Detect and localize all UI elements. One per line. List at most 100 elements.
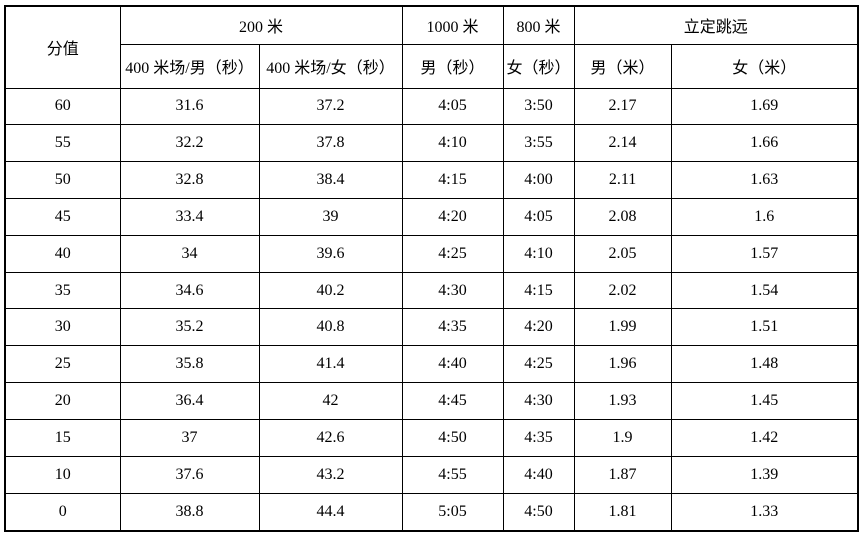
table-cell: 4:50 — [401, 418, 504, 457]
table-cell: 5:05 — [401, 492, 504, 532]
table-cell: 4:50 — [502, 492, 575, 532]
score-cell: 20 — [4, 382, 121, 420]
table-cell: 1.9 — [573, 418, 672, 457]
table-cell: 3:55 — [502, 124, 575, 163]
table-cell: 34 — [119, 234, 260, 273]
table-row: 10 37.6 43.2 4:55 4:40 1.87 1.39 — [4, 455, 859, 494]
table-row: 15 37 42.6 4:50 4:35 1.9 1.42 — [4, 418, 859, 457]
table-cell: 41.4 — [258, 345, 403, 384]
table-cell: 4:10 — [502, 234, 575, 273]
table-cell: 1.33 — [670, 492, 859, 532]
table-cell: 4:20 — [502, 308, 575, 347]
table-cell: 38.8 — [119, 492, 260, 532]
table-cell: 39 — [258, 197, 403, 236]
table-cell: 4:00 — [502, 161, 575, 199]
table-cell: 2.08 — [573, 197, 672, 236]
table-cell: 4:40 — [401, 345, 504, 384]
table-cell: 1.63 — [670, 161, 859, 199]
table-cell: 42.6 — [258, 418, 403, 457]
table-cell: 44.4 — [258, 492, 403, 532]
table-cell: 4:20 — [401, 197, 504, 236]
table-cell: 4:35 — [401, 308, 504, 347]
score-cell: 60 — [4, 87, 121, 126]
header-jump-female: 女（米） — [670, 43, 859, 89]
table-body: 60 31.6 37.2 4:05 3:50 2.17 1.69 55 32.2 37.8 4:10… — [4, 87, 859, 532]
table-cell: 4:30 — [401, 271, 504, 310]
table-cell: 1.45 — [670, 382, 859, 420]
table-cell: 35.2 — [119, 308, 260, 347]
score-cell: 15 — [4, 418, 121, 457]
table-cell: 32.8 — [119, 161, 260, 199]
table-cell: 3:50 — [502, 87, 575, 126]
score-cell: 45 — [4, 197, 121, 236]
table-cell: 1.93 — [573, 382, 672, 420]
table-cell: 38.4 — [258, 161, 403, 199]
table-cell: 2.02 — [573, 271, 672, 310]
table-row: 0 38.8 44.4 5:05 4:50 1.81 1.33 — [4, 492, 859, 532]
header-1000m-male: 男（秒） — [401, 43, 504, 89]
table-cell: 31.6 — [119, 87, 260, 126]
header-800m-female: 女（秒） — [502, 43, 575, 89]
table-cell: 1.51 — [670, 308, 859, 347]
score-cell: 30 — [4, 308, 121, 347]
header-group-200m: 200 米 — [119, 5, 403, 45]
table-cell: 37.8 — [258, 124, 403, 163]
table-cell: 36.4 — [119, 382, 260, 420]
table-cell: 4:55 — [401, 455, 504, 494]
table-row: 40 34 39.6 4:25 4:10 2.05 1.57 — [4, 234, 859, 273]
table-cell: 1.66 — [670, 124, 859, 163]
score-cell: 10 — [4, 455, 121, 494]
table-cell: 1.81 — [573, 492, 672, 532]
header-200m-male: 400 米场/男（秒） — [119, 43, 260, 89]
header-group-row: 分值 200 米 1000 米 800 米 立定跳远 — [4, 5, 859, 89]
table-row: 60 31.6 37.2 4:05 3:50 2.17 1.69 — [4, 87, 859, 126]
table-cell: 1.54 — [670, 271, 859, 310]
table-cell: 40.2 — [258, 271, 403, 310]
header-jump-male: 男（米） — [573, 43, 672, 89]
table-row: 25 35.8 41.4 4:40 4:25 1.96 1.48 — [4, 345, 859, 384]
score-table: 分值 200 米 1000 米 800 米 立定跳远 400 米场/男（秒） 4… — [4, 5, 860, 532]
table-cell: 1.48 — [670, 345, 859, 384]
table-cell: 33.4 — [119, 197, 260, 236]
table-cell: 2.14 — [573, 124, 672, 163]
table-cell: 35.8 — [119, 345, 260, 384]
header-score: 分值 — [4, 5, 121, 89]
header-200m-female: 400 米场/女（秒） — [258, 43, 403, 89]
table-row: 20 36.4 42 4:45 4:30 1.93 1.45 — [4, 382, 859, 420]
table-cell: 4:35 — [502, 418, 575, 457]
table-cell: 1.57 — [670, 234, 859, 273]
score-cell: 35 — [4, 271, 121, 310]
table-cell: 1.96 — [573, 345, 672, 384]
table-cell: 37 — [119, 418, 260, 457]
header-sub-row: 400 米场/男（秒） 400 米场/女（秒） 男（秒） 女（秒） 男（米） 女… — [5, 43, 859, 89]
table-cell: 4:45 — [401, 382, 504, 420]
table-row: 30 35.2 40.8 4:35 4:20 1.99 1.51 — [4, 308, 859, 347]
table-cell: 4:15 — [401, 161, 504, 199]
table-cell: 1.39 — [670, 455, 859, 494]
table-cell: 32.2 — [119, 124, 260, 163]
header-group-long-jump: 立定跳远 — [573, 5, 859, 45]
score-cell: 40 — [4, 234, 121, 273]
table-cell: 2.17 — [573, 87, 672, 126]
table-cell: 37.6 — [119, 455, 260, 494]
table-cell: 39.6 — [258, 234, 403, 273]
table-cell: 2.05 — [573, 234, 672, 273]
table-row: 50 32.8 38.4 4:15 4:00 2.11 1.63 — [4, 161, 859, 199]
table-cell: 4:25 — [502, 345, 575, 384]
header-group-1000m: 1000 米 — [401, 5, 504, 45]
table-cell: 4:05 — [401, 87, 504, 126]
score-cell: 50 — [4, 161, 121, 199]
table-cell: 1.42 — [670, 418, 859, 457]
table-cell: 42 — [258, 382, 403, 420]
table-cell: 4:10 — [401, 124, 504, 163]
header-group-800m: 800 米 — [502, 5, 575, 45]
table-cell: 1.87 — [573, 455, 672, 494]
score-cell: 0 — [4, 492, 121, 532]
table-cell: 1.6 — [670, 197, 859, 236]
table-cell: 1.99 — [573, 308, 672, 347]
table-cell: 43.2 — [258, 455, 403, 494]
table-cell: 34.6 — [119, 271, 260, 310]
table-cell: 4:40 — [502, 455, 575, 494]
table-cell: 2.11 — [573, 161, 672, 199]
table-cell: 4:25 — [401, 234, 504, 273]
